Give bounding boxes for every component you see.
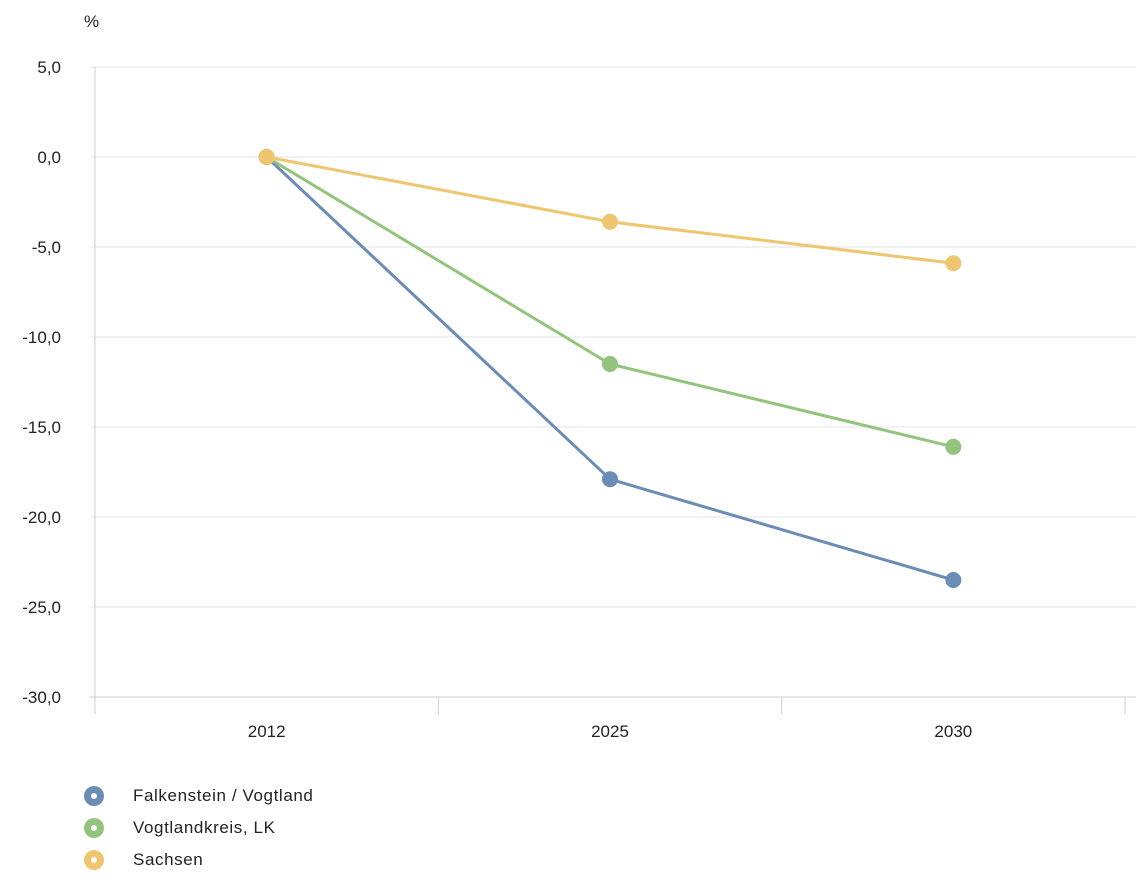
x-tick-label: 2012 <box>248 722 286 741</box>
legend-label: Falkenstein / Vogtland <box>133 786 314 805</box>
series-layer <box>258 149 962 588</box>
data-point <box>602 213 618 230</box>
series-1 <box>258 149 962 455</box>
legend-label: Sachsen <box>133 850 204 869</box>
legend-marker-icon <box>82 816 106 840</box>
y-tick-label: -20,0 <box>22 508 61 527</box>
y-tick-label: 0,0 <box>37 148 61 167</box>
legend-label: Vogtlandkreis, LK <box>133 818 276 837</box>
legend-marker-icon <box>82 784 106 808</box>
y-tick-label: -25,0 <box>22 598 61 617</box>
legend-item-vogtlandkreis[interactable]: Vogtlandkreis, LK <box>82 812 313 844</box>
data-point <box>945 572 962 588</box>
series-line <box>265 155 955 449</box>
data-point <box>602 471 618 488</box>
data-point <box>602 356 618 372</box>
x-axis-ticks: 2012 2025 2030 <box>248 722 972 741</box>
data-point <box>258 149 275 165</box>
legend: Falkenstein / Vogtland Vogtlandkreis, LK… <box>82 780 313 876</box>
chart-canvas: % 5,0 0,0 -5,0 -10,0 -15,0 -20,0 -25,0 -30,0 20… <box>22 12 1136 741</box>
x-tick-label: 2025 <box>591 722 629 741</box>
y-axis-ticks: 5,0 0,0 -5,0 -10,0 -15,0 -20,0 -25,0 -30,0 <box>22 58 61 707</box>
y-tick-label: -30,0 <box>22 688 61 707</box>
legend-marker-icon <box>82 848 106 872</box>
x-tick-label: 2030 <box>934 722 972 741</box>
y-tick-label: -15,0 <box>22 418 61 437</box>
axes <box>90 67 1136 714</box>
series-2 <box>258 149 962 272</box>
data-point <box>945 438 962 455</box>
legend-item-sachsen[interactable]: Sachsen <box>82 844 313 876</box>
y-tick-label: -5,0 <box>32 238 61 257</box>
y-tick-label: -10,0 <box>22 328 61 347</box>
y-tick-label: 5,0 <box>37 58 61 77</box>
y-axis-unit-label: % <box>84 12 99 31</box>
data-point <box>945 255 962 272</box>
gridlines <box>90 66 1136 698</box>
legend-item-falkenstein[interactable]: Falkenstein / Vogtland <box>82 780 313 812</box>
